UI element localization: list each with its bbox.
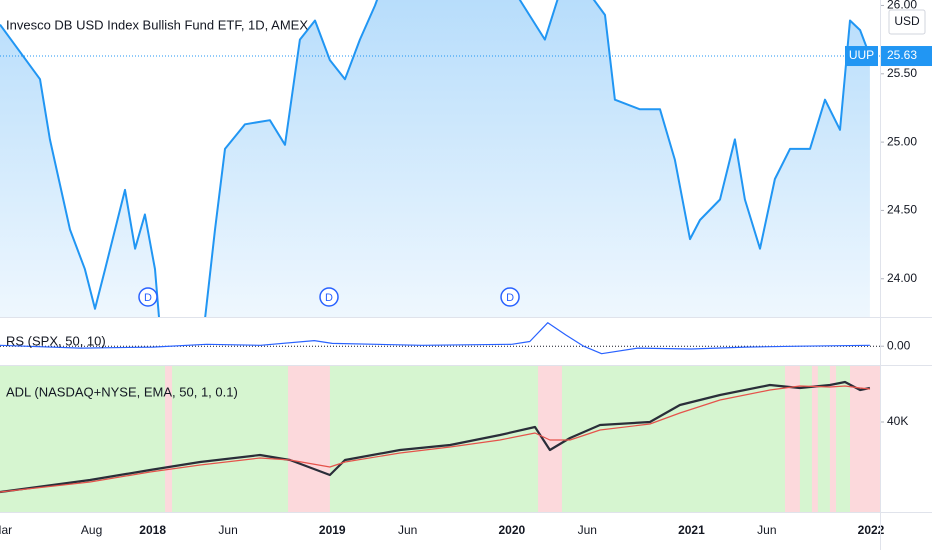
highlight-band [165, 366, 173, 512]
x-tick-label: Jun [398, 523, 417, 537]
x-tick-label: Jun [218, 523, 237, 537]
series-line [0, 0, 871, 317]
series-line [0, 380, 871, 494]
series-line [0, 322, 870, 355]
y-tick-label: 24.00 [887, 271, 917, 285]
y-tick-label: 24.50 [887, 203, 917, 217]
pane [0, 366, 880, 512]
y-tick-label: 25.00 [887, 134, 917, 148]
pane-background [0, 366, 880, 512]
y-tick-label: 40K [887, 414, 908, 428]
pane-title: Invesco DB USD Index Bullish Fund ETF, 1… [6, 17, 308, 32]
pane-title: ADL (NASDAQ+NYSE, EMA, 50, 1, 0.1) [6, 384, 238, 399]
currency-label: USD [894, 14, 920, 28]
highlight-band [784, 366, 800, 512]
x-tick-label: 2019 [319, 523, 346, 537]
y-tick-label: 0.00 [887, 338, 911, 352]
x-tick-label: Jun [757, 523, 776, 537]
x-tick-label: Aug [81, 523, 102, 537]
pane [0, 322, 880, 355]
x-tick-label: 2021 [678, 523, 705, 537]
x-tick-label: 2022 [858, 523, 885, 537]
dividend-marker [138, 287, 158, 307]
symbol-label: UUP [849, 48, 874, 62]
x-tick-label: Jun [578, 523, 597, 537]
highlight-band [829, 366, 836, 512]
x-tick-label: 2020 [498, 523, 525, 537]
dividend-label: D [325, 292, 333, 304]
y-tick-label: 25.50 [887, 66, 917, 80]
dividend-marker [500, 287, 520, 307]
highlight-band [811, 366, 818, 512]
series-line [0, 385, 870, 493]
currency-box [888, 9, 926, 35]
dividend-label: D [506, 292, 514, 304]
highlight-band [288, 366, 330, 512]
dividend-marker [319, 287, 339, 307]
pane [0, 0, 871, 317]
highlight-band [538, 366, 562, 512]
last-price-label: 25.63 [887, 48, 917, 62]
symbol-badge [845, 46, 878, 67]
x-tick-label: Mar [0, 523, 12, 537]
highlight-band [850, 366, 880, 512]
pane-title: RS (SPX, 50, 10) [6, 333, 106, 348]
y-tick-label: 26.00 [887, 0, 917, 12]
x-tick-label: 2018 [139, 523, 166, 537]
dividend-label: D [144, 292, 152, 304]
price-badge [880, 46, 932, 67]
area-fill [0, 0, 870, 317]
